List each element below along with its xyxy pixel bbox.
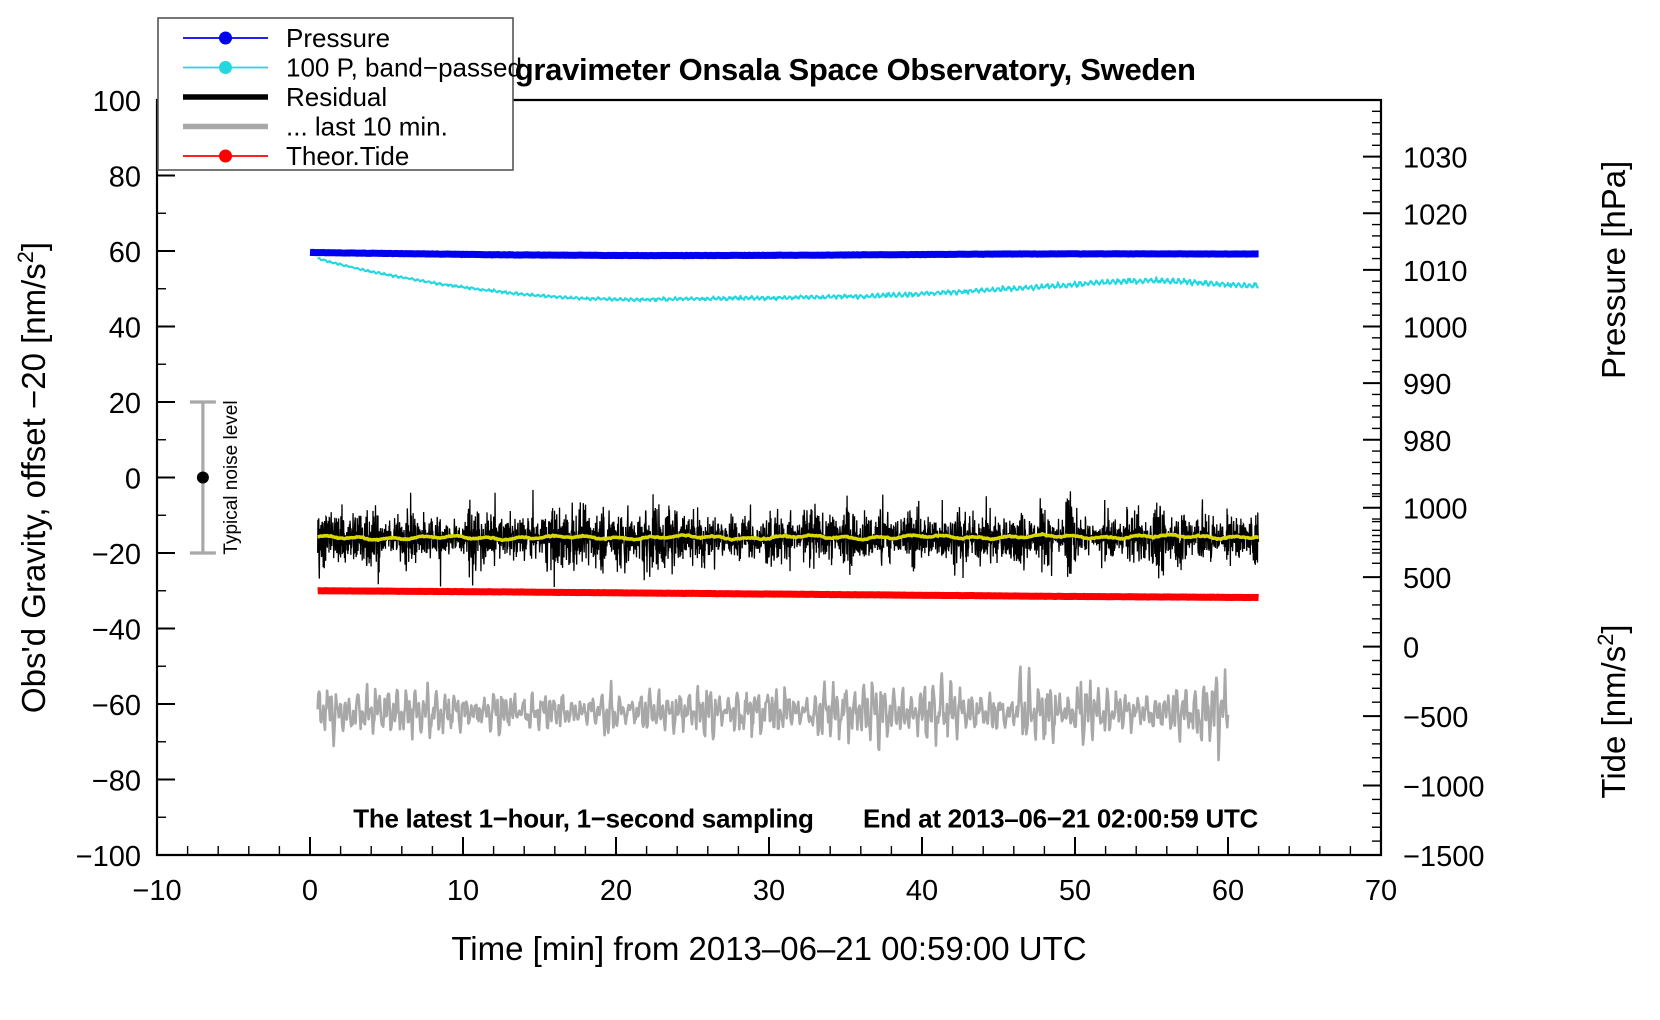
pressure-tick-label: 1000 [1403,313,1468,345]
x-tick-label: 50 [1059,875,1091,907]
tide-tick-label: 0 [1403,633,1419,665]
y-tick-label: 100 [93,86,141,118]
tide-axis-title: Tide [nm/s2] [1593,624,1633,798]
x-tick-label: 40 [906,875,938,907]
annotations: The latest 1−hour, 1−second sampling End … [189,400,1259,833]
annotation-end-time: End at 2013–06−21 02:00:59 UTC [863,803,1258,833]
legend-label: ... last 10 min. [286,112,448,142]
x-tick-label: 20 [600,875,632,907]
legend-label: Theor.Tide [286,141,409,171]
noise-errorbar-marker [196,471,209,484]
pressure-tick-label: 980 [1403,426,1451,458]
y-tick-label: 80 [109,162,141,194]
legend-item-4[interactable]: ... last 10 min. [183,112,448,142]
plot-frame [155,98,1383,857]
y-tick-label: −40 [92,615,141,647]
x-tick-label: 30 [753,875,785,907]
trace-residual-smoothed [317,532,1260,543]
pressure-axis-title: Pressure [hPa] [1595,161,1632,379]
annotation-latest-sampling: The latest 1−hour, 1−second sampling [353,803,813,833]
y-tick-label: 60 [109,237,141,269]
legend-box [157,17,514,171]
tide-tick-label: −1500 [1403,841,1484,873]
trace-band-passed [317,257,1259,303]
y-tick-label: 20 [109,388,141,420]
y-tick-label: −20 [92,539,141,571]
y-tick-label: −80 [92,766,141,798]
x-tick-label: −10 [132,875,181,907]
trace-residual [317,489,1260,587]
y-tick-label: 0 [125,464,141,496]
legend-item-5[interactable]: Theor.Tide [183,141,409,171]
pressure-tick-label: 1020 [1403,199,1468,231]
trace-theoretical-tide [315,587,1261,602]
x-axis-title: Time [min] from 2013–06–21 00:59:00 UTC [451,930,1086,967]
tide-tick-label: −500 [1403,702,1468,734]
pressure-tick-label: 990 [1403,369,1451,401]
y-axis-title: Obs'd Gravity, offset −20 [nm/s2] [13,242,53,713]
legend-swatch-marker [219,61,232,74]
tide-tick-label: 1000 [1403,494,1468,526]
trace-last-10-min [316,665,1230,762]
trace-pressure [308,248,1261,260]
legend-item-3[interactable]: Residual [183,82,387,112]
legend-swatch-marker [219,31,232,45]
legend-item-2[interactable]: 100 P, band−passed [183,53,522,83]
y-tick-label: −60 [92,690,141,722]
data-traces [308,248,1261,762]
x-tick-label: 60 [1212,875,1244,907]
legend-label: 100 P, band−passed [286,53,522,83]
legend-label: Pressure [286,23,390,53]
legend-label: Residual [286,82,387,112]
tide-tick-label: −1000 [1403,772,1484,804]
x-tick-label: 0 [302,875,318,907]
x-tick-label: 10 [447,875,479,907]
legend-item-1[interactable]: Pressure [183,23,390,53]
y-tick-label: 40 [109,313,141,345]
x-tick-label: 70 [1365,875,1397,907]
tide-tick-label: 500 [1403,563,1451,595]
pressure-tick-label: 1010 [1403,256,1468,288]
pressure-tick-label: 1030 [1403,143,1468,175]
noise-level-label: Typical noise level [221,400,242,554]
legend-swatch-marker [219,149,232,163]
y-tick-label: −100 [76,841,141,873]
